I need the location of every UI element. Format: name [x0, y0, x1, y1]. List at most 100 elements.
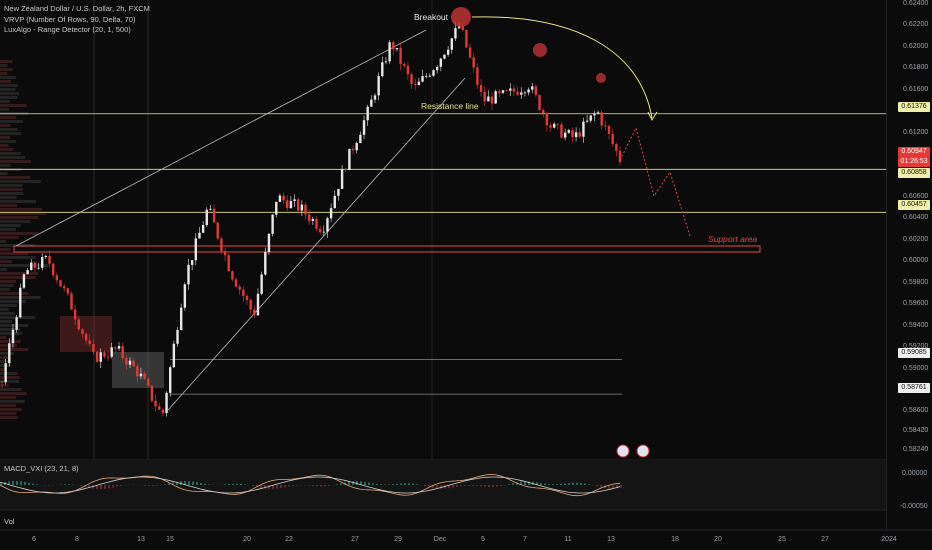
macd-histogram-bar [580, 482, 582, 485]
candle-body [574, 132, 578, 138]
event-flag-icon[interactable] [616, 444, 630, 458]
volume-profile-bar [0, 328, 21, 331]
candle-body [439, 58, 443, 67]
volume-profile-bar [0, 188, 23, 191]
candle-body [318, 228, 322, 233]
macd-histogram-bar [12, 480, 14, 485]
volume-profile [0, 60, 49, 419]
macd-histogram-bar [324, 485, 326, 487]
macd-histogram-bar [596, 485, 598, 487]
peak-marker [596, 73, 606, 83]
volume-profile-bar [0, 396, 17, 399]
volume-profile-bar [0, 184, 23, 187]
volume-profile-bar [0, 236, 19, 239]
candle-body [128, 360, 132, 365]
macd-histogram-bar [232, 483, 234, 485]
volume-profile-bar [0, 180, 41, 183]
candle-body [618, 150, 622, 163]
macd-histogram-bar [104, 485, 106, 489]
candle-body [432, 70, 435, 76]
candle-body [95, 351, 99, 362]
price-axis[interactable] [886, 0, 932, 530]
candle-body [8, 343, 11, 364]
candle-body [48, 255, 51, 264]
candle-body [161, 409, 165, 414]
volume-profile-bar [0, 304, 18, 307]
macd-histogram-bar [208, 484, 210, 485]
candle-body [600, 112, 603, 126]
macd-histogram-bar [428, 485, 430, 488]
volume-profile-bar [0, 332, 23, 335]
candle-body [333, 195, 336, 209]
volume-profile-bar [0, 200, 37, 203]
macd-label[interactable]: MACD_VXI (23, 21, 8) [4, 464, 79, 473]
candle-body [615, 143, 618, 151]
macd-histogram-bar [264, 485, 266, 489]
price-tick-label: 0.60200 [903, 235, 929, 243]
macd-histogram-bar [252, 485, 254, 487]
upper-trend-line [15, 29, 427, 247]
candle-body [556, 123, 560, 125]
macd-histogram-bar [16, 480, 18, 485]
candle-body [179, 307, 183, 331]
indicator-vrvp-label[interactable]: VRVP (Number Of Rows, 90, Delta, 70) [4, 14, 136, 24]
candle-body [392, 42, 395, 50]
volume-profile-bar [0, 300, 26, 303]
volume-profile-bar [0, 404, 17, 407]
macd-histogram-bar [472, 485, 474, 486]
candle-body [66, 288, 70, 294]
time-tick-label: 13 [607, 536, 615, 543]
candle-body [403, 63, 406, 66]
macd-axis-bottom: -0.00050 [900, 503, 928, 510]
volume-profile-bar [0, 72, 8, 75]
volume-profile-bar [0, 232, 38, 235]
macd-histogram-bar [584, 483, 586, 485]
volume-profile-bar [0, 284, 14, 287]
macd-histogram-bar [348, 481, 350, 485]
macd-histogram-bar [528, 481, 530, 485]
candle-body [253, 309, 256, 316]
volume-profile-bar [0, 204, 18, 207]
candle-body [611, 133, 614, 144]
candle-body [51, 263, 55, 276]
indicator-range-label[interactable]: LuxAlgo - Range Detector (20, 1, 500) [4, 25, 131, 34]
candle-body [531, 86, 534, 90]
price-tick-label: 0.62200 [903, 21, 929, 29]
volume-profile-bar [0, 136, 11, 139]
candle-body [406, 65, 410, 75]
macd-histogram-bar [244, 484, 246, 485]
peak-marker [533, 43, 547, 57]
macd-histogram-bar [488, 485, 490, 488]
candle-body [183, 284, 187, 308]
candle-body [395, 48, 399, 50]
candles [0, 22, 622, 417]
volume-profile-bar [0, 92, 20, 95]
macd-histogram-bar [20, 481, 22, 485]
candle-body [355, 143, 358, 151]
macd-histogram-bar [108, 485, 110, 489]
symbol-title[interactable]: New Zealand Dollar / U.S. Dollar, 2h, FX… [4, 4, 150, 13]
candle-body [154, 400, 157, 407]
volume-profile-bar [0, 196, 17, 199]
volume-profile-bar [0, 408, 22, 411]
candle-body [399, 48, 402, 64]
macd-histogram-bar [192, 481, 194, 485]
candle-body [571, 130, 574, 138]
volume-profile-bar [0, 176, 31, 179]
level-price-label: 0.60858 [898, 168, 930, 178]
candle-body [490, 96, 494, 104]
candle-body [212, 208, 216, 223]
volume-label[interactable]: Vol [4, 517, 15, 526]
time-tick-label: Dec [433, 536, 447, 543]
volume-profile-bar [0, 240, 7, 243]
event-flag-icon[interactable] [636, 444, 650, 458]
candle-body [209, 208, 212, 210]
macd-histogram-bar [616, 485, 618, 489]
volume-profile-bar [0, 104, 27, 107]
macd-histogram-bar [400, 483, 402, 485]
candle-body [483, 91, 486, 102]
candle-body [534, 86, 538, 95]
candle-body [99, 352, 102, 362]
breakout-annotation: Breakout [414, 12, 449, 22]
